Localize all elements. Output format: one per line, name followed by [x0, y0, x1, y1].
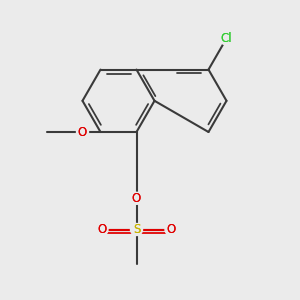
Text: O: O — [167, 223, 176, 236]
Text: S: S — [133, 223, 140, 236]
Text: O: O — [132, 192, 141, 205]
Text: Cl: Cl — [221, 32, 232, 45]
Circle shape — [130, 192, 142, 204]
Circle shape — [130, 224, 142, 236]
Circle shape — [165, 224, 177, 236]
Circle shape — [220, 32, 233, 45]
Text: O: O — [167, 223, 176, 236]
Text: O: O — [132, 192, 141, 205]
Circle shape — [96, 224, 108, 236]
Text: O: O — [98, 223, 106, 236]
Text: S: S — [133, 223, 140, 236]
Text: O: O — [98, 223, 106, 236]
Text: O: O — [78, 125, 87, 139]
Text: O: O — [78, 125, 87, 139]
Text: Cl: Cl — [221, 32, 232, 45]
Circle shape — [76, 126, 88, 138]
